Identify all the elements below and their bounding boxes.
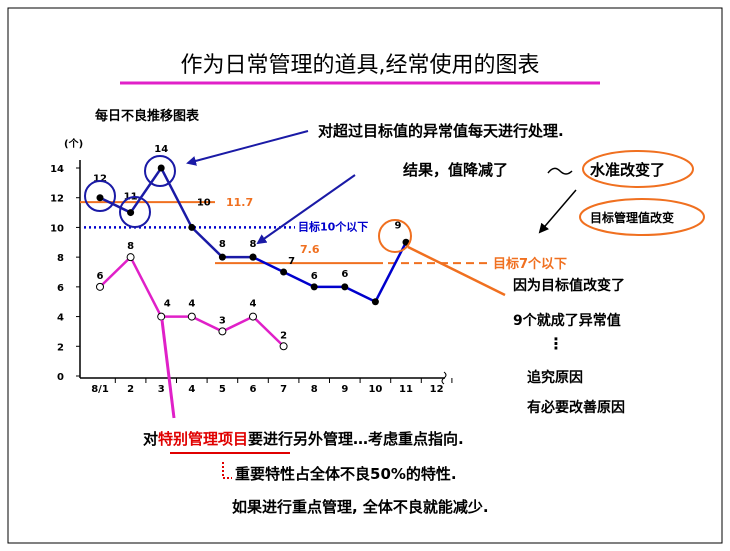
ref-label-target-7: 目标7个以下 [493,256,567,272]
x-tick-label: 5 [219,384,226,395]
data-label: 10 [197,197,211,208]
axis-break-mark [441,371,447,385]
x-tick-label: 8 [311,384,318,395]
data-label: 7 [288,256,295,267]
data-point [371,298,379,306]
level-change-text: 水准改变了 [590,161,666,179]
data-point [310,283,318,291]
y-tick-label: 2 [57,342,64,353]
highlight-circle-day1 [84,180,116,212]
data-label: 4 [188,299,195,310]
chart-caption: 每日不良推移图表 [95,108,200,124]
y-tick-label: 4 [57,313,64,324]
highlight-circle-day2 [119,196,151,228]
x-tick-label: 11 [399,384,413,395]
result-text: 结果，值降减了 [403,161,509,179]
data-label: 9 [395,220,402,231]
x-tick-label: 9 [341,384,348,395]
special-connector [160,319,176,419]
x-tick-label: 3 [158,384,165,395]
highlight-circle-day3 [144,155,176,187]
y-tick-label: 14 [50,164,64,175]
x-tick-label: 10 [368,384,382,395]
data-point [96,282,104,291]
data-label: 2 [280,330,287,341]
special-prefix: 对 [143,430,159,448]
arrow-to-decline [256,174,356,245]
x-tick-label: 6 [250,384,257,395]
daily-handling-text: 对超过目标值的异常值每天进行处理. [318,122,564,140]
data-point [218,253,226,261]
data-label: 14 [154,144,168,155]
y-tick-label: 12 [50,194,64,205]
data-point [249,253,257,261]
y-tick-label: 6 [57,283,64,294]
special-suffix: 要进行另外管理…考虑重点指向. [248,430,464,448]
target-change-oval [579,198,705,236]
x-tick-label: 12 [430,384,444,395]
data-label: 6 [311,271,318,282]
target-change-text: 目标管理值改变 [590,211,675,225]
data-label: 6 [341,269,348,280]
data-point [187,312,196,321]
data-point [188,223,196,231]
data-point [157,312,166,321]
data-label: 3 [219,315,226,326]
y-tick-label: 10 [50,223,64,234]
arrow-to-target-change [538,189,577,234]
y-tick-label: 8 [57,253,64,264]
wave-dash [547,167,573,175]
page-title: 作为日常管理的道具,经常使用的图表 [181,53,540,78]
data-point [249,312,257,321]
improve-text: 有必要改善原因 [527,400,625,416]
data-label: 8 [250,239,257,250]
data-label: 6 [97,271,104,282]
data-label: 8 [219,239,226,250]
data-point [279,342,288,351]
data-point [218,327,227,336]
series-line [252,241,408,304]
data-point [96,194,104,202]
reason-line1: 因为目标值改变了 [513,278,625,294]
orange-callout-line [407,245,506,297]
x-tick-label: 7 [280,384,287,395]
y-tick-label: 0 [57,372,64,383]
ref-label-7-6: 7.6 [300,243,320,256]
slide-border [7,7,723,544]
data-label: 8 [127,241,134,252]
ref-label-11-7: 11.7 [226,196,253,209]
data-point [280,268,288,276]
series-line [99,165,253,259]
data-point [157,164,165,172]
reason-line2: 9个就成了异常值 [513,313,621,329]
important-trait-text: 重要特性占全体不良50%的特性. [235,465,457,483]
data-label: 12 [93,174,107,185]
data-label: 4 [164,299,171,310]
data-point [127,209,135,217]
y-unit-label: (个) [64,137,83,150]
highlight-circle-day11 [378,219,412,253]
x-tick-label: 8/1 [91,384,109,395]
focus-result-text: 如果进行重点管理, 全体不良就能减少. [232,498,489,516]
x-tick-label: 2 [127,384,134,395]
data-label: 4 [250,299,257,310]
investigate-text: 追究原因 [527,370,583,386]
level-change-oval [582,150,694,188]
ellipsis-dots: ⋮ [548,334,564,353]
data-point [126,253,135,262]
x-tick-label: 4 [188,384,195,395]
arrow-to-peak [186,130,309,166]
ref-label-target-10: 目标10个以下 [298,219,368,233]
data-point [341,283,349,291]
special-highlight: 特别管理项目 [158,430,249,448]
special-management-line: 对特别管理项目要进行另外管理…考虑重点指向. [143,428,464,449]
